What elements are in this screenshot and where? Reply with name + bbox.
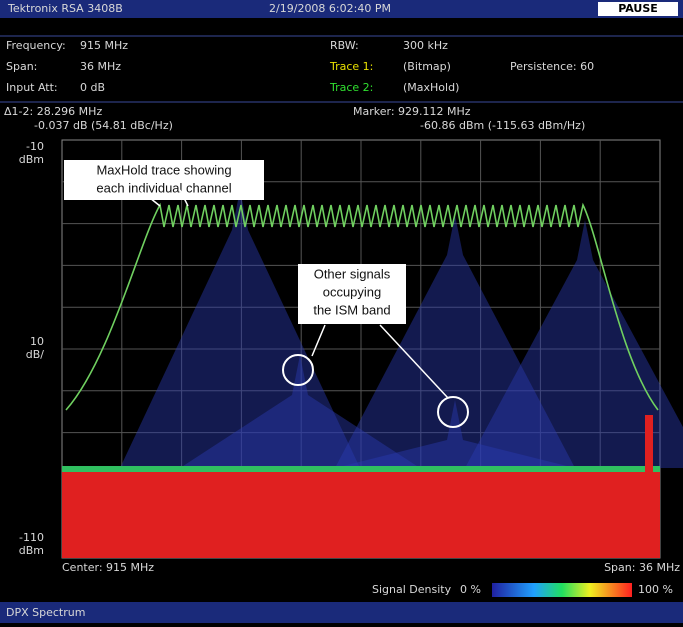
annotation-circle — [282, 354, 314, 386]
axis-top: -10 — [26, 140, 44, 153]
delta-level: -0.037 dB (54.81 dBc/Hz) — [34, 119, 173, 132]
rbw-label: RBW: — [330, 39, 359, 52]
axis-scale-unit: dB/ — [26, 348, 45, 361]
brand: Tektronix RSA 3408B — [7, 2, 123, 15]
annotation-text: each individual channel — [96, 180, 231, 195]
signal-spread — [180, 355, 420, 468]
annotation-text: MaxHold trace showing — [96, 162, 231, 177]
annotation-arrow — [179, 189, 189, 207]
setting-label: Span: — [6, 60, 37, 73]
setting-value: 915 MHz — [80, 39, 128, 52]
signal-spread — [335, 215, 575, 468]
annotation-arrow — [379, 324, 449, 399]
density-min: 0 % — [460, 583, 481, 596]
annotation-text: Other signals — [314, 266, 391, 281]
setting-value: 0 dB — [80, 81, 105, 94]
annotation-text: the ISM band — [313, 302, 390, 317]
annotation-box — [64, 160, 264, 200]
datetime: 2/19/2008 6:02:40 PM — [269, 2, 391, 15]
marker: Marker: 929.112 MHz — [353, 105, 471, 118]
center: Center: 915 MHz — [62, 561, 154, 574]
annotation-box — [298, 264, 406, 324]
setting-value: 36 MHz — [80, 60, 121, 73]
trace2-label: Trace 2: — [329, 81, 373, 94]
noise-floor — [62, 472, 660, 558]
noise-floor-green — [62, 466, 660, 472]
density-max: 100 % — [638, 583, 673, 596]
persistence: Persistence: 60 — [510, 60, 594, 73]
density-scale — [492, 583, 632, 597]
axis-top-unit: dBm — [19, 153, 44, 166]
density-label: Signal Density — [372, 583, 452, 596]
trace1-value: (Bitmap) — [403, 60, 451, 73]
maxhold-trace — [65, 202, 659, 411]
axis-scale: 10 — [30, 335, 44, 348]
axis-bottom-unit: dBm — [19, 544, 44, 557]
trace1-label: Trace 1: — [329, 60, 373, 73]
marker-level: -60.86 dBm (-115.63 dBm/Hz) — [420, 119, 585, 132]
annotation-arrow — [311, 324, 326, 357]
rbw-value: 300 kHz — [403, 39, 448, 52]
setting-label: Frequency: — [6, 39, 66, 52]
signal-spread — [465, 220, 683, 468]
mode: DPX Spectrum — [6, 606, 85, 619]
annotation-text: occupying — [323, 284, 382, 299]
setting-label: Input Att: — [6, 81, 58, 94]
status[interactable]: PAUSE — [618, 2, 658, 15]
pause-button[interactable] — [598, 2, 678, 16]
signal-spread — [120, 190, 360, 468]
trace2-value: (MaxHold) — [403, 81, 459, 94]
delta: Δ1-2: 28.296 MHz — [4, 105, 102, 118]
annotation-circle — [437, 396, 469, 428]
span: Span: 36 MHz — [604, 561, 680, 574]
spike — [645, 415, 653, 558]
axis-bottom: -110 — [19, 531, 44, 544]
annotation-arrow — [139, 189, 161, 207]
header-bar — [0, 0, 683, 18]
signal-spread — [335, 400, 575, 468]
mode-bar — [0, 602, 683, 623]
